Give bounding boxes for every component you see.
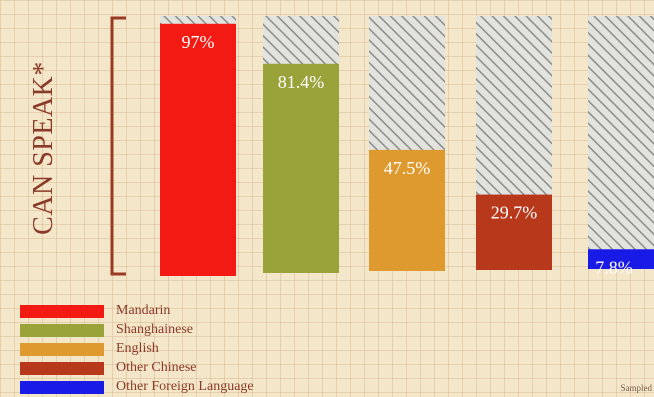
y-axis-bracket (110, 16, 126, 276)
data-label-shanghainese: 81.4% (278, 72, 325, 92)
data-label-mandarin: 97% (182, 32, 215, 52)
legend-item-mandarin: Mandarin (20, 303, 380, 321)
legend-item-other-chinese: Other Chinese (20, 360, 380, 378)
bar-english (369, 149, 445, 271)
legend-swatch-other-chinese (20, 362, 104, 375)
bar-mandarin (160, 23, 236, 276)
legend-swatch-mandarin (20, 305, 104, 318)
bar-other-chinese (476, 194, 552, 270)
legend-label-other-chinese: Other Chinese (116, 360, 197, 375)
legend-swatch-shanghainese (20, 324, 104, 337)
legend-label-other-foreign-language: Other Foreign Language (116, 379, 254, 394)
legend-label-english: English (116, 341, 159, 356)
y-axis-label: CAN SPEAK* (28, 61, 59, 235)
bar-remainder-other-foreign-language (588, 16, 654, 269)
legend-label-mandarin: Mandarin (116, 303, 171, 318)
legend-swatch-other-foreign-language (20, 381, 104, 394)
legend-item-english: English (20, 341, 380, 359)
legend-item-other-foreign-language: Other Foreign Language (20, 379, 380, 397)
bar-shanghainese (263, 63, 339, 273)
footnote: Sampled (620, 383, 653, 393)
data-label-other-foreign-language: 7.8% (595, 257, 633, 277)
legend-swatch-english (20, 343, 104, 356)
legend-label-shanghainese: Shanghainese (116, 322, 193, 337)
data-label-other-chinese: 29.7% (491, 203, 538, 223)
legend-item-shanghainese: Shanghainese (20, 322, 380, 340)
bar-other-foreign-language (588, 249, 654, 269)
data-label-english: 47.5% (384, 158, 431, 178)
